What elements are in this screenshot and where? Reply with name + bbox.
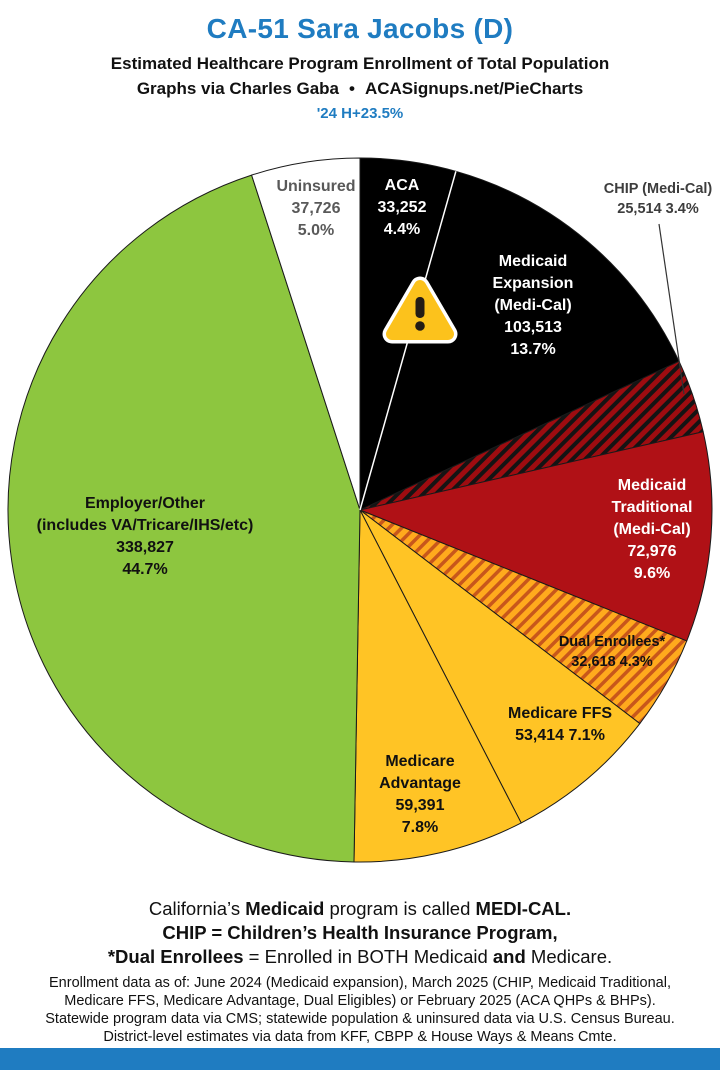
- source-line-3: Statewide program data via CMS; statewid…: [45, 1011, 675, 1027]
- pie-slice-medicare-ffs: [359, 509, 641, 824]
- pie-label-employer-other: Employer/Other (includes VA/Tricare/IHS/e…: [37, 495, 254, 578]
- pie-label-dual-enrollees: Dual Enrollees* 32,618 4.3%: [559, 634, 666, 670]
- pie-label-medicaid-traditional: Medicaid Traditional (Medi-Cal) 72,976 9.6%: [612, 477, 693, 582]
- pie-label-medicare-ffs: Medicare FFS 53,414 7.1%: [508, 705, 612, 744]
- note-text: = Enrolled in BOTH Medicaid: [243, 946, 493, 967]
- note-text-bold: MEDI-CAL.: [475, 898, 572, 919]
- page-title: CA-51 Sara Jacobs (D): [206, 13, 514, 44]
- source-note: Enrollment data as of: June 2024 (Medica…: [0, 974, 720, 1046]
- pie-slice-employer-other: [7, 174, 361, 863]
- source-line-1: Enrollment data as of: June 2024 (Medica…: [49, 975, 671, 991]
- leader-line-chip: [658, 223, 685, 395]
- note-text: Medicare.: [525, 946, 613, 967]
- bottom-accent-bar: [0, 1048, 720, 1070]
- note-text: program is called: [324, 898, 476, 919]
- warning-exclamation-bar: [415, 297, 425, 318]
- pie-slice-medicaid-expansion: [359, 170, 680, 511]
- pie-label-uninsured: Uninsured 37,726 5.0%: [276, 178, 355, 239]
- note-medical: California’s Medicaid program is called …: [0, 897, 720, 921]
- note-text-bold: *Dual Enrollees: [107, 946, 244, 967]
- pie-label-aca: ACA 33,252 4.4%: [378, 177, 427, 238]
- credit-site: ACASignups.net/PieCharts: [364, 79, 584, 98]
- subtitle: Estimated Healthcare Program Enrollment …: [110, 54, 610, 73]
- pie-slices: [7, 157, 713, 863]
- source-line-2: Medicare FFS, Medicare Advantage, Dual E…: [64, 993, 656, 1009]
- pie-slice-medicaid-traditional: [359, 431, 713, 642]
- note-text-bold: and: [492, 946, 526, 967]
- credit-line: Graphs via Charles Gaba • ACASignups.net/P…: [0, 79, 720, 99]
- credit-author: Graphs via Charles Gaba: [136, 79, 340, 98]
- warning-icon: [382, 276, 458, 344]
- warning-exclamation-dot: [415, 321, 425, 331]
- tagline: '24 H+23.5%: [316, 105, 404, 122]
- pie-label-chip: CHIP (Medi-Cal) 25,514 3.4%: [604, 181, 713, 217]
- pie-slice-medicare-advantage: [353, 509, 522, 863]
- note-text-bold: Medicaid: [245, 898, 325, 919]
- note-dual: *Dual Enrollees = Enrolled in BOTH Medic…: [0, 945, 720, 969]
- source-line-4: District-level estimates via data from K…: [103, 1029, 617, 1045]
- pie-slice-uninsured: [251, 157, 361, 511]
- pie-labels: ACA 33,252 4.4% Medicaid Expansion (Medi-Cal)…: [37, 177, 713, 836]
- bullet-separator: •: [349, 79, 355, 98]
- note-text: California’s: [148, 898, 246, 919]
- pie-label-medicare-advantage: Medicare Advantage 59,391 7.8%: [379, 753, 461, 836]
- note-chip: CHIP = Children’s Health Insurance Progr…: [162, 922, 558, 943]
- pie-chart: ACA 33,252 4.4% Medicaid Expansion (Medi-Cal)…: [7, 157, 713, 863]
- notes-block: California’s Medicaid program is called …: [0, 897, 720, 969]
- pie-label-medicaid-expansion: Medicaid Expansion (Medi-Cal) 103,513 13.7%: [493, 253, 574, 358]
